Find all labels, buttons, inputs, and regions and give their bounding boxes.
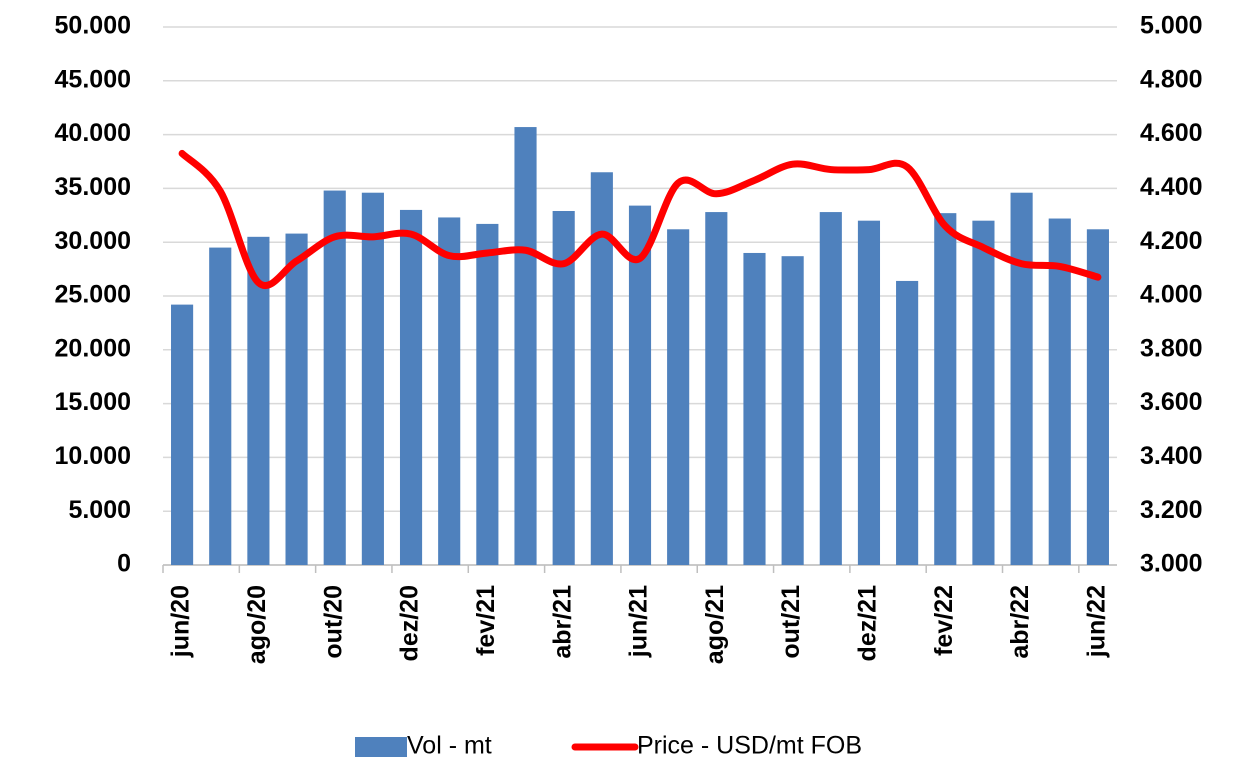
bar xyxy=(590,172,613,565)
y2-tick-label: 5.000 xyxy=(1140,12,1203,40)
bar xyxy=(1086,229,1109,565)
bar xyxy=(247,236,270,565)
y-tick-label: 45.000 xyxy=(55,65,131,93)
legend-label: Price - USD/mt FOB xyxy=(637,732,862,760)
bar xyxy=(1048,218,1071,565)
bar xyxy=(781,256,804,565)
bar xyxy=(934,213,957,565)
x-tick-label: out/21 xyxy=(777,585,805,659)
bar xyxy=(361,192,384,566)
x-tick-label: jun/20 xyxy=(167,585,195,658)
x-tick-label: jun/21 xyxy=(625,585,653,658)
legend-swatch xyxy=(355,737,407,757)
y-tick-label: 0 xyxy=(117,550,131,578)
bar xyxy=(514,127,537,566)
x-tick-label: dez/21 xyxy=(854,585,882,662)
x-tick-label: abr/21 xyxy=(548,585,576,659)
bar xyxy=(1010,192,1033,566)
x-tick-label: fev/22 xyxy=(930,585,958,656)
y2-tick-label: 3.200 xyxy=(1140,496,1203,524)
y-tick-label: 15.000 xyxy=(55,388,131,416)
bar xyxy=(323,190,346,565)
x-tick-label: dez/20 xyxy=(396,585,424,661)
legend-label: Vol - mt xyxy=(407,732,492,760)
bar xyxy=(438,217,461,565)
bar xyxy=(972,220,995,565)
x-tick-label: ago/20 xyxy=(243,585,271,664)
bar xyxy=(285,233,308,566)
y-tick-label: 40.000 xyxy=(55,119,131,147)
y2-tick-label: 3.000 xyxy=(1140,550,1203,578)
bar xyxy=(667,229,690,565)
x-tick-label: jun/22 xyxy=(1083,585,1111,658)
line xyxy=(178,149,1102,289)
bar xyxy=(171,304,194,565)
x-tick-label: out/20 xyxy=(319,585,347,659)
bar xyxy=(705,212,728,565)
bar xyxy=(819,212,842,565)
bar xyxy=(896,280,919,565)
x-tick-label: fev/21 xyxy=(472,585,500,656)
bar xyxy=(857,220,881,565)
bar xyxy=(476,223,499,565)
y-tick-label: 50.000 xyxy=(55,12,131,40)
y2-tick-label: 4.600 xyxy=(1140,119,1203,147)
x-tick-label: ago/21 xyxy=(701,585,729,664)
y2-tick-label: 3.400 xyxy=(1140,442,1203,470)
bar xyxy=(743,252,766,565)
y2-tick-label: 4.200 xyxy=(1140,227,1203,255)
x-tick-label: abr/22 xyxy=(1006,585,1034,659)
y-tick-label: 20.000 xyxy=(55,334,131,362)
y-tick-label: 35.000 xyxy=(55,173,131,201)
y-tick-label: 25.000 xyxy=(55,281,131,309)
y2-tick-label: 4.800 xyxy=(1140,65,1203,93)
bar xyxy=(399,209,423,566)
y2-tick-label: 3.600 xyxy=(1140,388,1203,416)
y-tick-label: 5.000 xyxy=(68,496,131,524)
y2-tick-label: 4.400 xyxy=(1140,173,1203,201)
bar xyxy=(209,247,232,565)
y2-tick-label: 4.000 xyxy=(1140,281,1203,309)
bar xyxy=(552,210,575,565)
bar xyxy=(628,205,652,565)
y-tick-label: 10.000 xyxy=(55,442,131,470)
y2-tick-label: 3.800 xyxy=(1140,334,1203,362)
y-tick-label: 30.000 xyxy=(55,227,131,255)
